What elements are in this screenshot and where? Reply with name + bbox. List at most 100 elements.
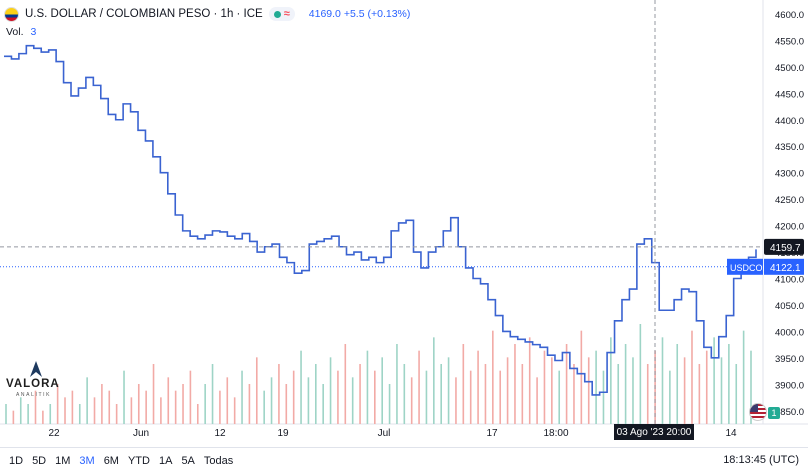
symbol-tag-label: USDCOP (730, 263, 769, 273)
volume-bar (56, 384, 59, 424)
y-tick-label: 4200.0 (775, 222, 804, 233)
logo-mark-icon (30, 361, 42, 377)
volume-bar (64, 397, 66, 424)
volume-bar (536, 377, 538, 424)
y-tick-label: 4000.0 (775, 327, 804, 338)
volume-bar (691, 330, 693, 424)
last-price-label: 4122.1 (770, 263, 801, 274)
volume-bar (683, 357, 686, 424)
volume-bar (558, 370, 561, 424)
volume-bar (226, 377, 229, 424)
volume-bar (484, 364, 487, 424)
events-count-badge[interactable]: 1 (768, 407, 780, 419)
volume-bar (211, 364, 214, 424)
volume-bar (403, 364, 406, 424)
volume-bar (329, 357, 332, 424)
volume-bar (455, 377, 457, 424)
volume-bar (750, 350, 752, 424)
volume-bar (543, 350, 546, 424)
y-tick-label: 4050.0 (775, 301, 804, 312)
volume-value: 3 (30, 26, 37, 38)
last-price-readout: 4169.0 +5.5 (+0.13%) (308, 8, 411, 20)
volume-bar (698, 364, 701, 424)
timeframe-3m[interactable]: 3M (79, 455, 95, 467)
volume-bar (27, 404, 29, 424)
volume-bar (573, 364, 575, 424)
volume-bar (374, 370, 376, 424)
volume-bar (521, 364, 524, 424)
us-flag-icon[interactable] (749, 403, 767, 421)
volume-bar (418, 350, 420, 424)
x-tick-label: 22 (48, 428, 60, 439)
volume-bar (204, 384, 206, 424)
market-open-icon (273, 10, 281, 18)
crosshair-price-label: 4159.7 (770, 243, 801, 254)
volume-bar (646, 364, 649, 424)
y-tick-label: 4450.0 (775, 89, 804, 100)
volume-bar (624, 344, 627, 424)
symbol-tag (727, 258, 763, 275)
timeframe-5d[interactable]: 5D (32, 455, 47, 467)
crosshair-time-tag (614, 424, 694, 440)
y-tick-label: 4300.0 (775, 169, 804, 180)
price-line (4, 44, 757, 396)
timeframe-todas[interactable]: Todas (203, 455, 234, 467)
volume-bar (528, 337, 531, 424)
status-pill[interactable]: ≈ (268, 7, 295, 21)
chart-header: U.S. DOLLAR / COLOMBIAN PESO · 1h · ICE … (4, 4, 410, 24)
timeframe-ytd[interactable]: YTD (127, 455, 150, 467)
volume-bar (12, 410, 15, 424)
volume-bar (366, 350, 369, 424)
volume-bar (315, 364, 317, 424)
y-tick-label: 4250.0 (775, 195, 804, 206)
volume-bar (160, 397, 162, 424)
volume-bar (440, 364, 442, 424)
volume-bar (182, 384, 184, 424)
y-tick-label: 4500.0 (775, 63, 804, 74)
volume-bar (632, 357, 634, 424)
volume-bar (219, 390, 221, 424)
volume-bar (285, 384, 288, 424)
x-tick-label: 14 (725, 428, 737, 439)
volume-legend[interactable]: Vol. 3 (6, 26, 36, 38)
timeframe-1d[interactable]: 1D (9, 455, 24, 467)
volume-bar (255, 357, 258, 424)
volume-bar (130, 397, 133, 424)
volume-bar (196, 404, 199, 424)
volume-bar (661, 337, 664, 424)
y-tick-label: 4100.0 (775, 274, 804, 285)
volume-bar (233, 397, 236, 424)
symbol-title[interactable]: U.S. DOLLAR / COLOMBIAN PESO · 1h · ICE (25, 8, 263, 20)
timeframe-list: 1D 5D 1M 3M 6M YTD 1A 5A Todas (0, 455, 233, 467)
y-tick-label: 3850.0 (775, 407, 804, 418)
colombia-flag-icon (4, 6, 19, 22)
x-tick-label: 17 (486, 428, 498, 439)
volume-bar (425, 370, 428, 424)
crosshair-time-label: 03 Ago '23 20:00 (617, 427, 692, 438)
volume-bar (307, 377, 310, 424)
volume-bar (78, 404, 81, 424)
timeframe-5a[interactable]: 5A (181, 455, 195, 467)
volume-bar (410, 377, 413, 424)
y-tick-label: 4550.0 (775, 36, 804, 47)
volume-bar (152, 364, 155, 424)
volume-bar (86, 377, 88, 424)
volume-bar (551, 357, 553, 424)
volume-bar (263, 390, 265, 424)
volume-bar (565, 344, 568, 424)
volume-bar (189, 370, 192, 424)
x-tick-label: 19 (277, 428, 289, 439)
utc-clock[interactable]: 18:13:45 (UTC) (723, 454, 799, 466)
volume-bar (5, 404, 7, 424)
timeframe-1m[interactable]: 1M (55, 455, 71, 467)
volume-bar (492, 330, 494, 424)
y-tick-label: 4350.0 (775, 142, 804, 153)
volume-bar (115, 404, 118, 424)
timeframe-6m[interactable]: 6M (103, 455, 119, 467)
volume-bar (514, 344, 516, 424)
volume-bar (300, 350, 302, 424)
volume-bar (292, 370, 295, 424)
timeframe-1a[interactable]: 1A (158, 455, 173, 467)
x-tick-label: Jun (133, 428, 149, 439)
